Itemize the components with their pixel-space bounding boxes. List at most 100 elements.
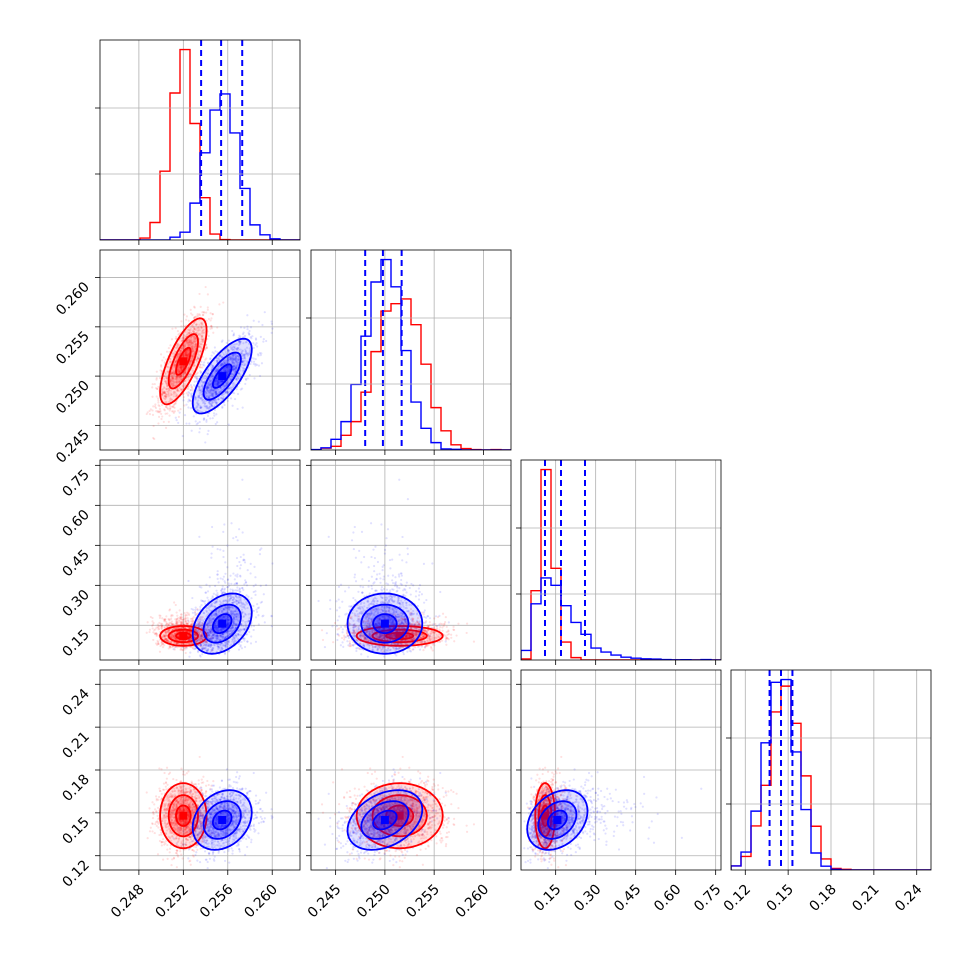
scatter-point	[231, 345, 234, 348]
scatter-point	[204, 377, 208, 380]
hist-panel-0	[95, 39, 301, 245]
scatter-point	[160, 624, 163, 627]
scatter-point	[206, 362, 210, 365]
scatter-point	[234, 368, 237, 371]
scatter-point	[175, 621, 178, 624]
scatter-point	[240, 352, 244, 355]
scatter-point	[217, 380, 220, 384]
scatter-point	[162, 635, 166, 638]
scatter-point	[246, 352, 249, 355]
scatter-point	[172, 355, 175, 358]
scatter-point	[193, 336, 196, 339]
scatter-point	[185, 392, 188, 395]
scatter-point	[175, 419, 178, 422]
scatter-point	[225, 352, 228, 355]
scatter-point	[243, 356, 246, 359]
scatter-point	[179, 617, 182, 620]
scatter-point	[187, 332, 190, 335]
scatter-point	[228, 386, 231, 390]
scatter-point	[229, 358, 232, 361]
scatter-point	[176, 368, 179, 371]
scatter-point	[210, 402, 213, 405]
scatter-point	[216, 547, 219, 551]
scatter-point	[199, 631, 202, 634]
histogram-red	[100, 48, 300, 240]
scatter-point	[239, 555, 242, 559]
scatter-point	[179, 388, 183, 391]
scatter-point	[214, 398, 218, 401]
scatter-point	[181, 366, 184, 369]
scatter-point	[176, 343, 179, 346]
scatter-point	[185, 339, 188, 342]
scatter-point	[232, 353, 235, 356]
scatter-point	[180, 349, 183, 352]
scatter-point	[223, 580, 226, 583]
scatter-point	[258, 374, 262, 378]
scatter-point	[179, 350, 182, 354]
scatter-point	[248, 329, 251, 333]
scatter-point	[215, 370, 218, 374]
scatter-point	[193, 340, 196, 343]
scatter-point	[216, 382, 219, 385]
scatter-point	[177, 630, 180, 633]
scatter-point	[225, 391, 228, 395]
scatter-point	[214, 388, 217, 391]
scatter-point	[164, 426, 168, 429]
scatter-point	[221, 405, 224, 408]
scatter-point	[201, 653, 204, 656]
scatter-point	[185, 354, 188, 357]
scatter-point	[209, 358, 212, 361]
scatter-point	[201, 340, 205, 343]
scatter-point	[162, 356, 165, 359]
scatter-point	[196, 409, 199, 412]
scatter-point	[184, 618, 187, 621]
scatter-point	[165, 394, 168, 397]
scatter-point	[205, 399, 208, 403]
scatter-point	[223, 370, 227, 373]
scatter-point	[216, 381, 219, 384]
scatter-point	[208, 406, 212, 409]
scatter-point	[154, 405, 157, 408]
scatter-point	[221, 380, 224, 383]
scatter-point	[212, 592, 215, 595]
scatter-point	[211, 313, 214, 316]
scatter-point	[230, 582, 233, 585]
scatter-point	[186, 353, 189, 356]
scatter-point	[163, 391, 167, 395]
scatter-point	[193, 306, 196, 309]
scatter-point	[196, 355, 199, 358]
scatter-point	[174, 360, 177, 364]
scatter-point	[222, 352, 225, 355]
scatter-point	[169, 407, 172, 410]
scatter-point	[186, 333, 189, 336]
scatter-point	[230, 375, 233, 378]
scatter-point	[213, 391, 216, 394]
scatter-point	[218, 303, 221, 306]
scatter-point	[220, 364, 223, 367]
scatter-point	[183, 617, 186, 621]
scatter-point	[157, 625, 160, 628]
scatter-point	[151, 395, 154, 398]
scatter-point	[167, 623, 170, 626]
scatter-point	[169, 399, 172, 402]
scatter-point	[198, 535, 201, 538]
scatter-point	[177, 353, 180, 356]
scatter-point	[252, 357, 255, 360]
scatter-point	[242, 357, 245, 360]
scatter-point	[217, 398, 220, 401]
scatter-point	[157, 385, 160, 389]
scatter-point	[153, 382, 156, 386]
scatter-point	[257, 614, 260, 617]
scatter-point	[190, 359, 193, 362]
scatter-point	[196, 396, 200, 399]
scatter-point	[200, 383, 203, 387]
scatter-point	[169, 383, 172, 386]
scatter-point	[242, 354, 245, 357]
scatter-point	[227, 370, 230, 373]
scatter-point	[191, 347, 194, 350]
scatter-point	[160, 391, 163, 394]
scatter-point	[237, 642, 240, 645]
scatter-point	[196, 329, 200, 332]
scatter-point	[233, 365, 236, 368]
scatter-point	[184, 352, 188, 355]
